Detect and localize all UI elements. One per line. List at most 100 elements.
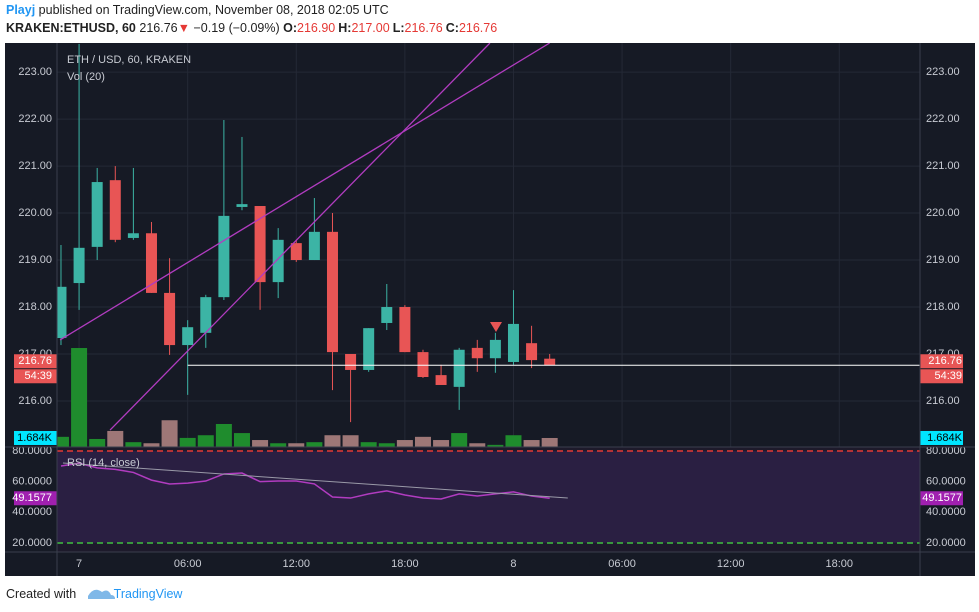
volume-bar [378,443,395,447]
tradingview-logo [88,589,115,599]
candle-body [164,292,176,346]
x-tick-label: 06:00 [608,558,636,570]
y-tick-label: 220.00 [926,207,960,219]
legend-volume: Vol (20) [67,71,105,83]
trend-line [59,43,551,341]
rsi-tick-label: 20.0000 [926,537,966,549]
volume-bar [179,437,196,447]
candle-body [182,327,194,346]
volume-bar [57,436,69,447]
price-tag-box [14,354,57,369]
price-tag: 216.76 [928,355,962,367]
x-tick-label: 18:00 [391,558,419,570]
header-line-1: Playj published on TradingView.com, Nove… [6,3,389,17]
y-tick-label: 221.00 [926,160,960,172]
volume-bar [252,440,269,447]
candle-body [435,375,447,385]
candle-body [453,349,465,387]
rsi-line [60,462,550,500]
candle-body [363,328,375,370]
candle-body [489,339,501,359]
volume-bar [197,435,214,447]
rsi-tag-box [14,491,57,506]
countdown-tag-box [14,369,57,384]
volume-bar [487,444,504,447]
y-tick-label: 223.00 [926,66,960,78]
rsi-tag: 49.1577 [922,492,962,504]
candle-body [507,323,519,362]
ohlc-key: C: [445,21,459,35]
volume-bar [143,443,160,447]
rsi-tag-box [920,491,963,506]
candle-body [544,358,556,366]
volume-tag: 1.684K [927,432,963,444]
y-tick-label: 221.00 [18,160,52,172]
x-tick-label: 8 [510,558,516,570]
published: published on TradingView.com, November 0… [38,3,389,17]
price: 216.76 [139,21,178,35]
change: −0.19 (−0.09%) [193,21,280,35]
ohlc-key: O: [283,21,298,35]
candle-body [381,307,393,323]
volume-bar [505,435,522,447]
x-tick-label: 18:00 [826,558,854,570]
y-tick-label: 218.00 [926,301,960,313]
price-tag-box [920,354,963,369]
volume-bar [523,440,540,447]
volume-bar [414,436,431,447]
volume-bar [324,435,341,447]
rsi-tick-label: 60.0000 [926,476,966,488]
ohlc-key: H: [338,21,352,35]
volume-bar [233,433,250,447]
price-tag: 216.76 [18,355,52,367]
y-tick-label: 222.00 [18,113,52,125]
ohlc-value: 216.90 [297,21,336,35]
y-tick-label: 222.00 [926,113,960,125]
rsi-tick-label: 20.0000 [12,537,52,549]
countdown-tag: 54:39 [24,370,52,382]
volume-bar [451,433,468,447]
candle-body [91,182,103,247]
volume-bar [125,442,142,447]
legend-symbol: ETH / USD, 60, KRAKEN [67,54,191,66]
candle-body [417,352,429,378]
y-tick-label: 223.00 [18,66,52,78]
countdown-tag: 54:39 [934,370,962,382]
candle-body [145,233,157,293]
volume-bar [306,442,323,447]
volume-tag-box [920,430,963,445]
rsi-tick-label: 40.0000 [926,506,966,518]
candle-body [526,343,538,361]
candle-body [57,286,67,339]
rsi-tick-label: 40.0000 [12,506,52,518]
x-tick-label: 12:00 [717,558,745,570]
candle-body [109,180,121,240]
y-tick-label: 218.00 [18,301,52,313]
header-line-2: KRAKEN:ETHUSD, 60 216.76▼ −0.19 (−0.09%)… [6,21,500,35]
footer: Created with TradingView [6,587,182,601]
y-tick-label: 216.00 [18,395,52,407]
ohlc: O:216.90 H:217.00 L:216.76 C:216.76 [283,21,500,35]
candle-body [218,215,230,298]
ohlc-key: L: [392,21,405,35]
ohlc-value: 217.00 [351,21,390,35]
candle-body [127,233,139,238]
publisher: Playj [6,3,36,17]
signal-marker [490,322,502,332]
volume-bar [89,438,106,447]
y-tick-label: 219.00 [18,254,52,266]
arrow: ▼ [177,21,190,35]
volume-tag: 1.684K [17,432,53,444]
y-tick-label: 216.00 [926,395,960,407]
candle-body [73,247,85,284]
volume-bar [433,440,450,447]
candle-body [272,239,284,283]
candle-body [471,347,483,359]
x-tick-label: 06:00 [174,558,202,570]
legend-rsi: RSI (14, close) [67,457,140,469]
y-tick-label: 220.00 [18,207,52,219]
rsi-tag: 49.1577 [12,492,52,504]
